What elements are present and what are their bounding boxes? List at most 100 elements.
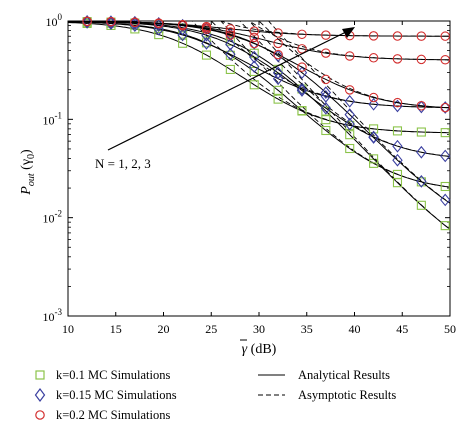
asymptotic-curve bbox=[68, 21, 450, 157]
x-tick-label: 10 bbox=[62, 322, 74, 336]
diamond-marker bbox=[272, 49, 284, 63]
circle-marker bbox=[225, 24, 236, 34]
square-marker bbox=[440, 128, 450, 138]
analytical-curve bbox=[68, 21, 450, 204]
diamond-marker bbox=[201, 37, 212, 50]
diamond-marker bbox=[153, 16, 164, 30]
square-marker bbox=[392, 126, 403, 136]
diamond-marker bbox=[440, 101, 451, 114]
diamond-marker bbox=[440, 149, 451, 163]
legend-item-k01: k=0.1 MC Simulations bbox=[35, 368, 170, 382]
legend-diamond-marker bbox=[34, 388, 46, 402]
circle-marker bbox=[106, 17, 116, 27]
legend-item-analytical: Analytical Results bbox=[258, 368, 390, 382]
legend-item-k02: k=0.2 MC Simulations bbox=[35, 408, 170, 422]
y-tick-label: 10-1 bbox=[43, 110, 63, 127]
circle-marker bbox=[440, 55, 450, 65]
y-axis-label: Pout (γ0) bbox=[19, 149, 37, 196]
diamond-marker bbox=[320, 86, 332, 99]
circle-marker bbox=[344, 51, 355, 61]
square-marker bbox=[392, 178, 403, 188]
square-marker bbox=[440, 181, 450, 192]
circle-marker bbox=[321, 74, 331, 85]
circle-marker bbox=[440, 102, 450, 113]
analytical-curve bbox=[68, 21, 450, 109]
circle-marker bbox=[321, 48, 331, 58]
diamond-marker bbox=[105, 15, 117, 29]
circle-marker bbox=[416, 54, 427, 65]
diamond-marker bbox=[129, 15, 141, 29]
circle-marker bbox=[249, 32, 259, 43]
square-marker bbox=[249, 80, 259, 90]
x-tick-label: 30 bbox=[253, 322, 265, 336]
diamond-marker bbox=[440, 193, 451, 207]
diamond-marker bbox=[392, 99, 403, 113]
diamond-marker bbox=[272, 72, 284, 86]
n-annotation: N = 1, 2, 3 bbox=[95, 156, 151, 171]
asymptotic-curve bbox=[68, 21, 450, 204]
annotation-arrowhead bbox=[342, 27, 355, 38]
diamond-marker bbox=[368, 97, 379, 111]
circle-marker bbox=[321, 30, 331, 40]
circle-marker bbox=[392, 54, 403, 64]
circle-marker bbox=[440, 31, 450, 41]
square-marker bbox=[273, 85, 283, 95]
legend: k=0.1 MC Simulations k=0.15 MC Simulatio… bbox=[34, 368, 396, 422]
diamond-marker bbox=[392, 153, 403, 167]
square-marker bbox=[178, 38, 188, 48]
asymptotic-curve bbox=[68, 21, 450, 109]
circle-marker bbox=[249, 38, 259, 49]
annotation-arrow bbox=[107, 29, 351, 151]
analytical-curve bbox=[68, 21, 450, 230]
diamond-marker bbox=[225, 37, 236, 51]
diamond-marker bbox=[344, 94, 355, 108]
diamond-marker bbox=[320, 101, 332, 115]
x-axis-label: γ (dB) bbox=[242, 342, 277, 357]
analytical-curve bbox=[68, 21, 450, 109]
x-tick-label: 50 bbox=[444, 322, 456, 336]
square-marker bbox=[345, 130, 355, 140]
diamond-marker bbox=[416, 175, 427, 188]
diamond-marker bbox=[296, 84, 308, 97]
circle-marker bbox=[392, 31, 403, 41]
square-marker bbox=[225, 36, 235, 46]
square-marker bbox=[416, 200, 426, 210]
circle-marker bbox=[368, 31, 379, 41]
x-tick-label: 20 bbox=[158, 322, 170, 336]
circle-marker bbox=[344, 85, 355, 95]
diamond-marker bbox=[225, 47, 236, 61]
diamond-marker bbox=[249, 50, 260, 64]
x-tick-label: 25 bbox=[205, 322, 217, 336]
square-marker bbox=[345, 143, 355, 154]
asymptotic-curve bbox=[68, 21, 450, 230]
circle-marker bbox=[297, 29, 307, 40]
x-tick-label: 45 bbox=[396, 322, 408, 336]
diamond-marker bbox=[81, 14, 93, 28]
square-marker bbox=[249, 66, 259, 76]
circle-marker bbox=[225, 27, 236, 37]
circle-marker bbox=[368, 53, 379, 63]
circle-marker bbox=[416, 31, 427, 41]
legend-label-k02: k=0.2 MC Simulations bbox=[56, 408, 170, 422]
diamond-marker bbox=[368, 131, 379, 144]
legend-label-k01: k=0.1 MC Simulations bbox=[56, 368, 170, 382]
square-marker bbox=[321, 115, 331, 125]
circle-marker bbox=[153, 18, 164, 29]
diamond-marker bbox=[416, 145, 427, 159]
diamond-marker bbox=[201, 28, 212, 42]
circle-marker bbox=[225, 30, 236, 40]
legend-item-asymptotic: Asymptotic Results bbox=[258, 388, 396, 402]
square-marker bbox=[416, 127, 426, 137]
legend-square-marker bbox=[35, 370, 45, 380]
circle-marker bbox=[82, 16, 92, 27]
legend-item-k015: k=0.15 MC Simulations bbox=[34, 388, 177, 402]
legend-label-asymptotic: Asymptotic Results bbox=[298, 388, 396, 402]
circle-marker bbox=[297, 62, 307, 72]
diamond-marker bbox=[272, 66, 284, 80]
y-tick-label: 10-3 bbox=[43, 307, 63, 324]
diamond-marker bbox=[249, 60, 260, 74]
asymptotic-curve bbox=[68, 21, 450, 61]
analytical-curve bbox=[68, 22, 450, 134]
legend-label-analytical: Analytical Results bbox=[298, 368, 390, 382]
